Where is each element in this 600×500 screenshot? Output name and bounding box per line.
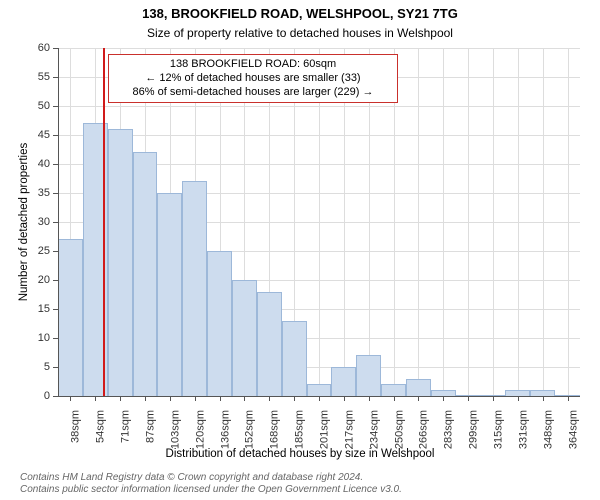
x-tick-label: 250sqm <box>393 410 405 460</box>
histogram-bar <box>381 384 406 396</box>
grid-line <box>568 48 569 396</box>
info-line-2: ← 12% of detached houses are smaller (33… <box>115 72 391 86</box>
x-tick-label: 38sqm <box>70 410 82 460</box>
histogram-bar <box>108 129 133 396</box>
y-tick-label: 60 <box>20 42 50 54</box>
x-tick-label: 299sqm <box>468 410 480 460</box>
histogram-bar <box>232 280 257 396</box>
x-tick-label: 120sqm <box>194 410 206 460</box>
x-tick-label: 217sqm <box>343 410 355 460</box>
info-line-3: 86% of semi-detached houses are larger (… <box>115 86 391 100</box>
chart-subtitle: Size of property relative to detached ho… <box>0 26 600 40</box>
footer-attribution: Contains HM Land Registry data © Crown c… <box>0 472 600 496</box>
histogram-bar <box>257 292 282 396</box>
x-tick-label: 331sqm <box>517 410 529 460</box>
grid-line <box>418 48 419 396</box>
x-tick-label: 201sqm <box>319 410 331 460</box>
reference-line <box>103 48 105 396</box>
x-tick-label: 168sqm <box>269 410 281 460</box>
grid-line <box>543 48 544 396</box>
x-tick-label: 315sqm <box>493 410 505 460</box>
histogram-bar <box>331 367 356 396</box>
x-tick-label: 136sqm <box>219 410 231 460</box>
histogram-bar <box>133 152 158 396</box>
y-tick-label: 15 <box>20 303 50 315</box>
y-tick-label: 30 <box>20 216 50 228</box>
x-tick-label: 152sqm <box>244 410 256 460</box>
x-tick-label: 234sqm <box>368 410 380 460</box>
x-tick-label: 103sqm <box>169 410 181 460</box>
footer-line-2: Contains public sector information licen… <box>20 484 580 496</box>
y-tick-label: 50 <box>20 100 50 112</box>
y-axis-line <box>58 48 59 396</box>
grid-line <box>443 48 444 396</box>
x-tick-label: 185sqm <box>294 410 306 460</box>
y-tick-label: 55 <box>20 71 50 83</box>
histogram-bar <box>58 239 83 396</box>
figure: 138, BROOKFIELD ROAD, WELSHPOOL, SY21 7T… <box>0 0 600 500</box>
y-tick-label: 5 <box>20 361 50 373</box>
footer-line-1: Contains HM Land Registry data © Crown c… <box>20 472 580 484</box>
y-tick-label: 0 <box>20 390 50 402</box>
y-tick-label: 45 <box>20 129 50 141</box>
histogram-bar <box>282 321 307 396</box>
histogram-bar <box>356 355 381 396</box>
x-tick-label: 266sqm <box>418 410 430 460</box>
x-axis-line <box>58 396 580 397</box>
x-tick-label: 348sqm <box>542 410 554 460</box>
y-tick-label: 35 <box>20 187 50 199</box>
grid-line <box>493 48 494 396</box>
chart-title: 138, BROOKFIELD ROAD, WELSHPOOL, SY21 7T… <box>0 6 600 21</box>
histogram-bar <box>182 181 207 396</box>
histogram-bar <box>307 384 332 396</box>
histogram-bar <box>406 379 431 396</box>
histogram-bar <box>207 251 232 396</box>
y-tick-label: 20 <box>20 274 50 286</box>
x-tick-label: 87sqm <box>145 410 157 460</box>
x-tick-label: 283sqm <box>443 410 455 460</box>
x-tick-label: 71sqm <box>120 410 132 460</box>
y-tick-label: 10 <box>20 332 50 344</box>
y-tick-label: 40 <box>20 158 50 170</box>
info-annotation-box: 138 BROOKFIELD ROAD: 60sqm ← 12% of deta… <box>108 54 398 103</box>
x-tick-label: 54sqm <box>95 410 107 460</box>
grid-line <box>468 48 469 396</box>
info-line-1: 138 BROOKFIELD ROAD: 60sqm <box>115 58 391 72</box>
y-tick-label: 25 <box>20 245 50 257</box>
grid-line <box>518 48 519 396</box>
histogram-bar <box>157 193 182 396</box>
x-tick-label: 364sqm <box>567 410 579 460</box>
